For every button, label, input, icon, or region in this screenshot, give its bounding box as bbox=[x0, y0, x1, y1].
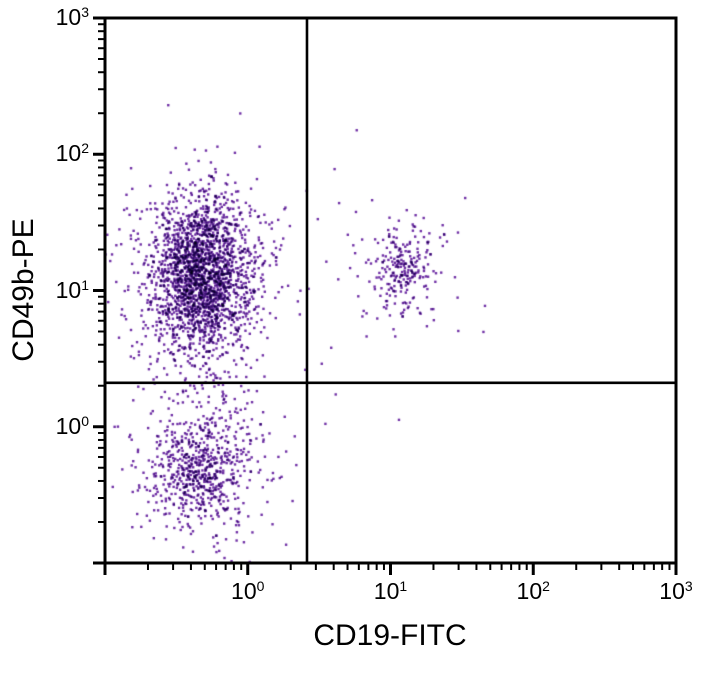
x-tick-label-10e1: 101 bbox=[373, 578, 408, 604]
x-tick-label-10e3: 103 bbox=[659, 578, 693, 604]
y-tick-label-10e1: 101 bbox=[55, 276, 89, 303]
y-tick-label-10e3: 103 bbox=[55, 4, 89, 30]
y-tick-label-10e0: 100 bbox=[55, 412, 89, 439]
y-axis-title: CD49b-PE bbox=[7, 218, 40, 362]
y-tick-label-10e2: 102 bbox=[55, 140, 89, 167]
scatter-points-canvas bbox=[105, 18, 676, 563]
x-axis-title: CD19-FITC bbox=[313, 619, 467, 652]
x-tick-label-10e0: 100 bbox=[231, 578, 265, 604]
x-tick-label-10e2: 102 bbox=[516, 578, 550, 604]
